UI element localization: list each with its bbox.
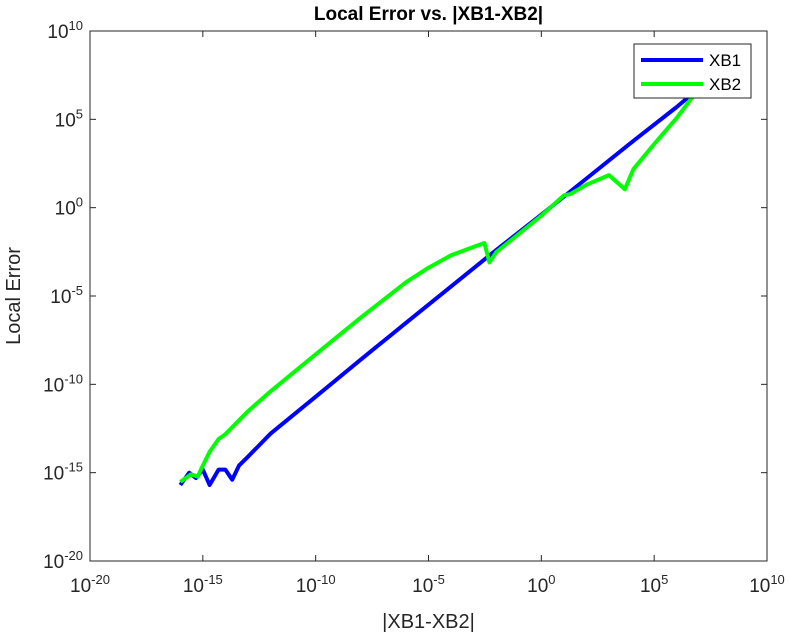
legend: XB1 XB2 [633, 43, 752, 99]
x-tick-label: 100 [527, 572, 555, 597]
y-tick-label-exponent: -5 [71, 283, 83, 298]
x-tick-label-exponent: 10 [770, 572, 784, 587]
y-tick-label: 10-10 [43, 371, 83, 396]
y-tick-label-base: 10 [43, 375, 64, 396]
x-tick-label-base: 10 [640, 576, 661, 597]
y-tick-label-base: 10 [43, 464, 64, 485]
x-tick-label-base: 10 [70, 576, 91, 597]
x-axis-label: |XB1-XB2| [382, 611, 475, 633]
x-tick-label: 10-5 [412, 572, 445, 597]
y-tick-label-exponent: 10 [69, 18, 83, 33]
x-tick-label: 10-10 [296, 572, 336, 597]
chart-title: Local Error vs. |XB1-XB2| [314, 4, 543, 25]
y-tick-label: 1010 [47, 18, 83, 43]
x-tick-label-exponent: -10 [317, 572, 336, 587]
x-tick-label-exponent: -5 [433, 572, 445, 587]
series-line-xb1 [178, 86, 701, 487]
y-tick-label-exponent: -15 [64, 460, 83, 475]
x-tick-label: 10-15 [183, 572, 223, 597]
x-tick-label-exponent: 5 [661, 572, 668, 587]
x-tick-label-base: 10 [412, 576, 433, 597]
y-tick-label-exponent: 5 [76, 106, 83, 121]
series-line-xb2 [179, 86, 701, 484]
y-tick-label-base: 10 [55, 199, 76, 220]
x-tick-label: 10-20 [70, 572, 110, 597]
legend-label-xb1: XB1 [709, 51, 741, 70]
y-tick-label-base: 10 [47, 22, 68, 43]
y-tick-label: 10-5 [50, 283, 83, 308]
x-tick-label-base: 10 [749, 576, 770, 597]
x-tick-label: 105 [640, 572, 668, 597]
series-lines [178, 86, 701, 487]
y-tick-label: 100 [55, 195, 83, 220]
x-tick-label-base: 10 [296, 576, 317, 597]
y-tick-label-exponent: 0 [76, 195, 83, 210]
x-axis-tick-labels: 10-20 10-15 10-10 10-5 100 105 1010 [70, 572, 785, 597]
x-tick-label-exponent: 0 [548, 572, 555, 587]
x-tick-label: 1010 [749, 572, 785, 597]
y-tick-label: 10-20 [43, 548, 83, 573]
y-tick-label-exponent: -10 [64, 371, 83, 386]
x-tick-label-exponent: -20 [91, 572, 110, 587]
x-tick-label-exponent: -15 [204, 572, 223, 587]
y-tick-label: 105 [55, 106, 83, 131]
legend-box [633, 43, 752, 99]
y-tick-label-base: 10 [43, 552, 64, 573]
x-tick-label-base: 10 [183, 576, 204, 597]
x-tick-label-base: 10 [527, 576, 548, 597]
plot-area [90, 31, 767, 561]
legend-label-xb2: XB2 [709, 75, 741, 94]
y-tick-label-exponent: -20 [64, 548, 83, 563]
y-tick-label: 10-15 [43, 460, 83, 485]
y-tick-label-base: 10 [55, 110, 76, 131]
plot-box [89, 30, 768, 562]
y-tick-label-base: 10 [50, 287, 71, 308]
y-axis-label: Local Error [3, 247, 25, 345]
